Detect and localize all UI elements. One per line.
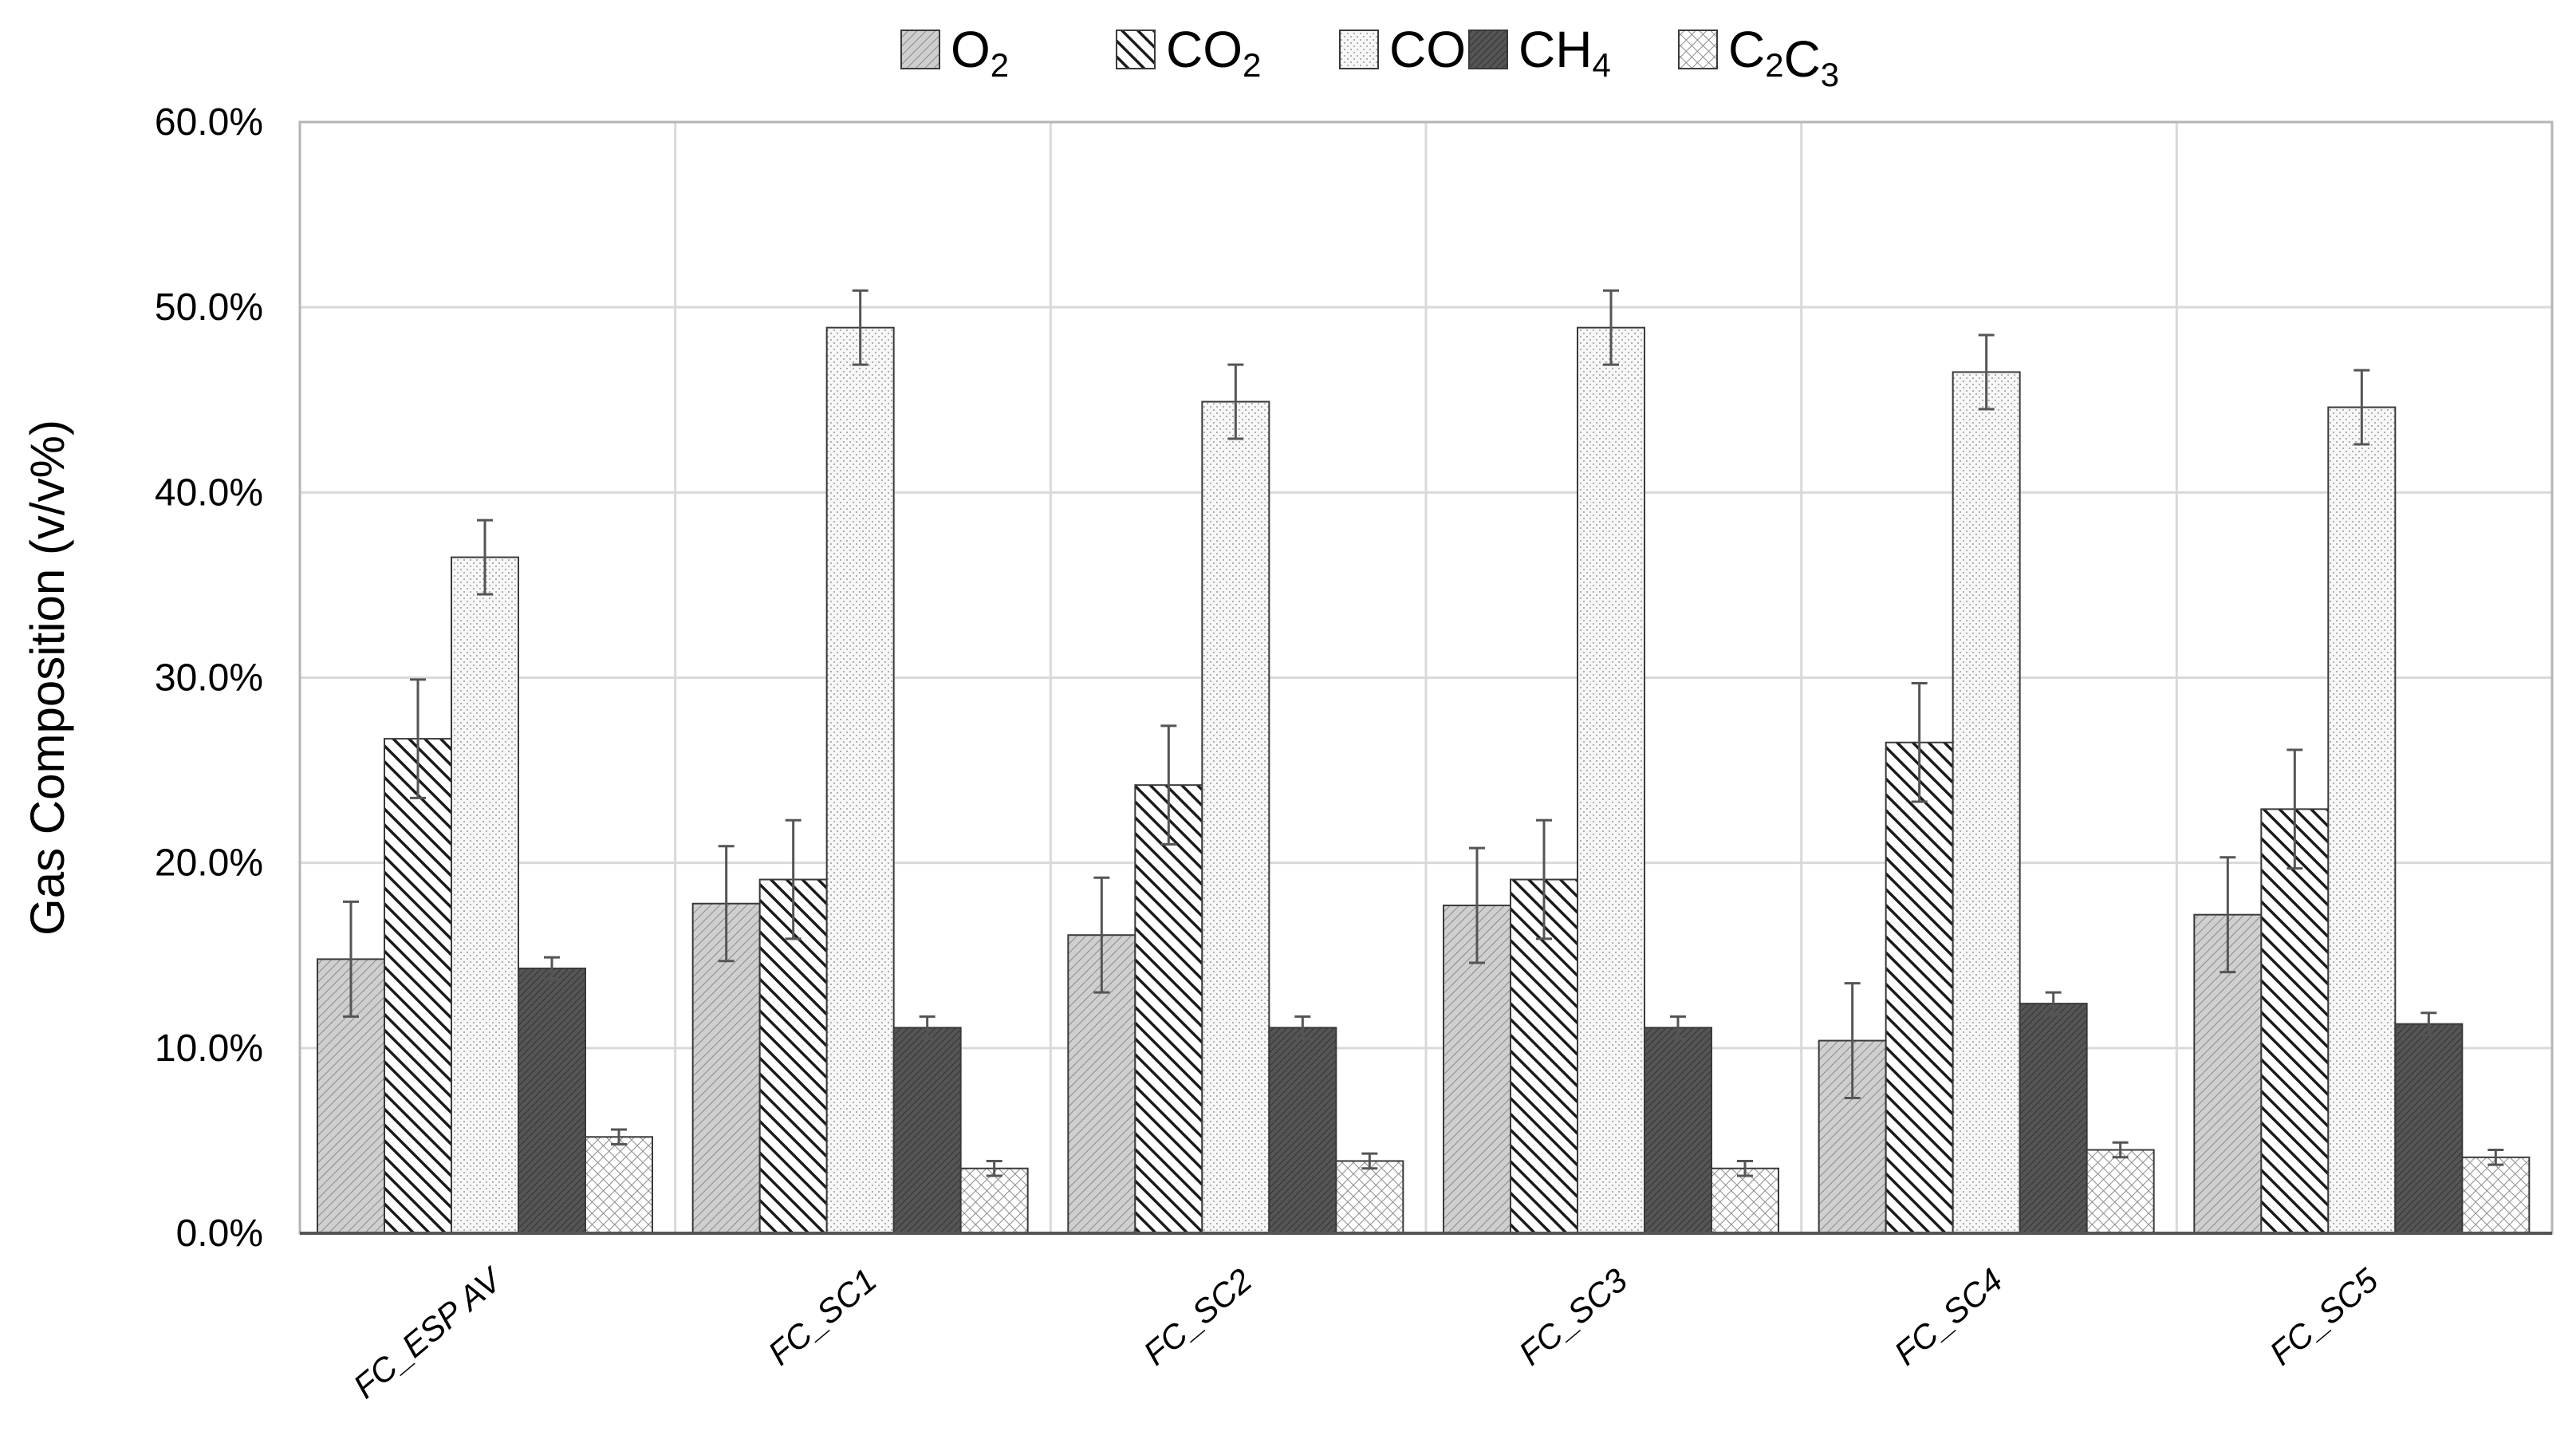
legend-label-c2c3: C2C3: [1728, 21, 1839, 93]
bar-co2-4: [1885, 741, 1954, 1234]
x-category-label: FC_SC1: [761, 1261, 884, 1373]
y-tick-label: 30.0%: [155, 657, 263, 700]
bar-ch4-0: [518, 968, 586, 1235]
bar-c2c3-0: [585, 1136, 653, 1234]
y-tick-label: 10.0%: [155, 1027, 263, 1070]
bar-c2c3-3: [1711, 1167, 1779, 1235]
bar-ch4-5: [2394, 1023, 2464, 1234]
bar-co2-0: [384, 738, 452, 1234]
bar-ch4-1: [892, 1027, 962, 1235]
y-axis-title: Gas Composition (v/v%): [21, 420, 74, 936]
legend-swatch-o2: [900, 30, 940, 69]
legend-swatch-ch4: [1468, 30, 1508, 69]
legend-swatch-c2c3: [1678, 30, 1718, 69]
x-category-label: FC_SC3: [1512, 1261, 1635, 1373]
bar-co-3: [1577, 326, 1645, 1235]
bars-layer: [317, 326, 2531, 1235]
bar-c2c3-5: [2461, 1156, 2531, 1234]
x-category-label: FC_ESP AV: [346, 1259, 510, 1406]
x-category-label: FC_SC5: [2263, 1260, 2385, 1372]
legend: O2 CO2 CO CH4 C2C3: [900, 21, 1839, 93]
y-tick-label: 20.0%: [155, 842, 263, 885]
y-axis-tick-labels: 0.0% 10.0% 20.0% 30.0% 40.0% 50.0% 60.0%: [155, 101, 263, 1255]
bar-co-4: [1952, 371, 2021, 1234]
y-tick-label: 50.0%: [155, 286, 263, 329]
legend-label-co2: CO2: [1166, 21, 1261, 84]
bar-co-5: [2327, 406, 2397, 1235]
bar-ch4-4: [2019, 1003, 2088, 1234]
y-tick-label: 40.0%: [155, 471, 263, 514]
bar-co-1: [825, 326, 895, 1235]
legend-label-o2: O2: [951, 21, 1009, 84]
bar-ch4-2: [1268, 1027, 1337, 1235]
y-tick-label: 0.0%: [176, 1212, 263, 1255]
legend-swatch-co: [1339, 30, 1379, 69]
bar-c2c3-2: [1335, 1160, 1404, 1234]
bar-ch4-3: [1644, 1027, 1712, 1235]
bar-c2c3-4: [2086, 1149, 2155, 1235]
error-bars-layer: [343, 289, 2504, 1177]
bar-co-2: [1201, 400, 1270, 1234]
bar-co2-2: [1134, 784, 1203, 1234]
legend-label-ch4: CH4: [1518, 21, 1611, 84]
bar-co2-5: [2260, 808, 2330, 1234]
legend-label-co: CO: [1389, 21, 1466, 78]
x-axis-category-labels: FC_ESP AV FC_SC1 FC_SC2 FC_SC3 FC_SC4 FC_SC5: [346, 1259, 2385, 1406]
legend-swatch-co2: [1116, 30, 1156, 69]
bar-c2c3-1: [959, 1167, 1029, 1235]
bar-co-0: [451, 556, 519, 1234]
x-category-label: FC_SC2: [1136, 1261, 1259, 1373]
y-tick-label: 60.0%: [155, 101, 263, 144]
x-category-label: FC_SC4: [1887, 1261, 2010, 1373]
